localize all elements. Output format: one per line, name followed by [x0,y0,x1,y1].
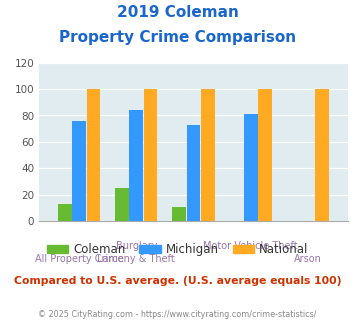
Text: Motor Vehicle Theft: Motor Vehicle Theft [203,241,298,250]
Bar [58,204,72,221]
Bar [115,188,129,221]
Bar [244,114,257,221]
Bar [172,207,186,221]
Text: Larceny & Theft: Larceny & Theft [97,254,175,264]
Bar [144,89,157,221]
Bar [130,110,143,221]
Text: © 2025 CityRating.com - https://www.cityrating.com/crime-statistics/: © 2025 CityRating.com - https://www.city… [38,310,317,319]
Bar [72,121,86,221]
Text: 2019 Coleman: 2019 Coleman [116,5,239,20]
Bar [201,89,215,221]
Text: Burglary: Burglary [115,241,157,250]
Legend: Coleman, Michigan, National: Coleman, Michigan, National [42,239,313,261]
Text: Compared to U.S. average. (U.S. average equals 100): Compared to U.S. average. (U.S. average … [14,276,341,285]
Bar [87,89,100,221]
Bar [258,89,272,221]
Text: Arson: Arson [294,254,322,264]
Text: Property Crime Comparison: Property Crime Comparison [59,30,296,45]
Bar [187,125,200,221]
Text: All Property Crime: All Property Crime [35,254,124,264]
Bar [315,89,329,221]
